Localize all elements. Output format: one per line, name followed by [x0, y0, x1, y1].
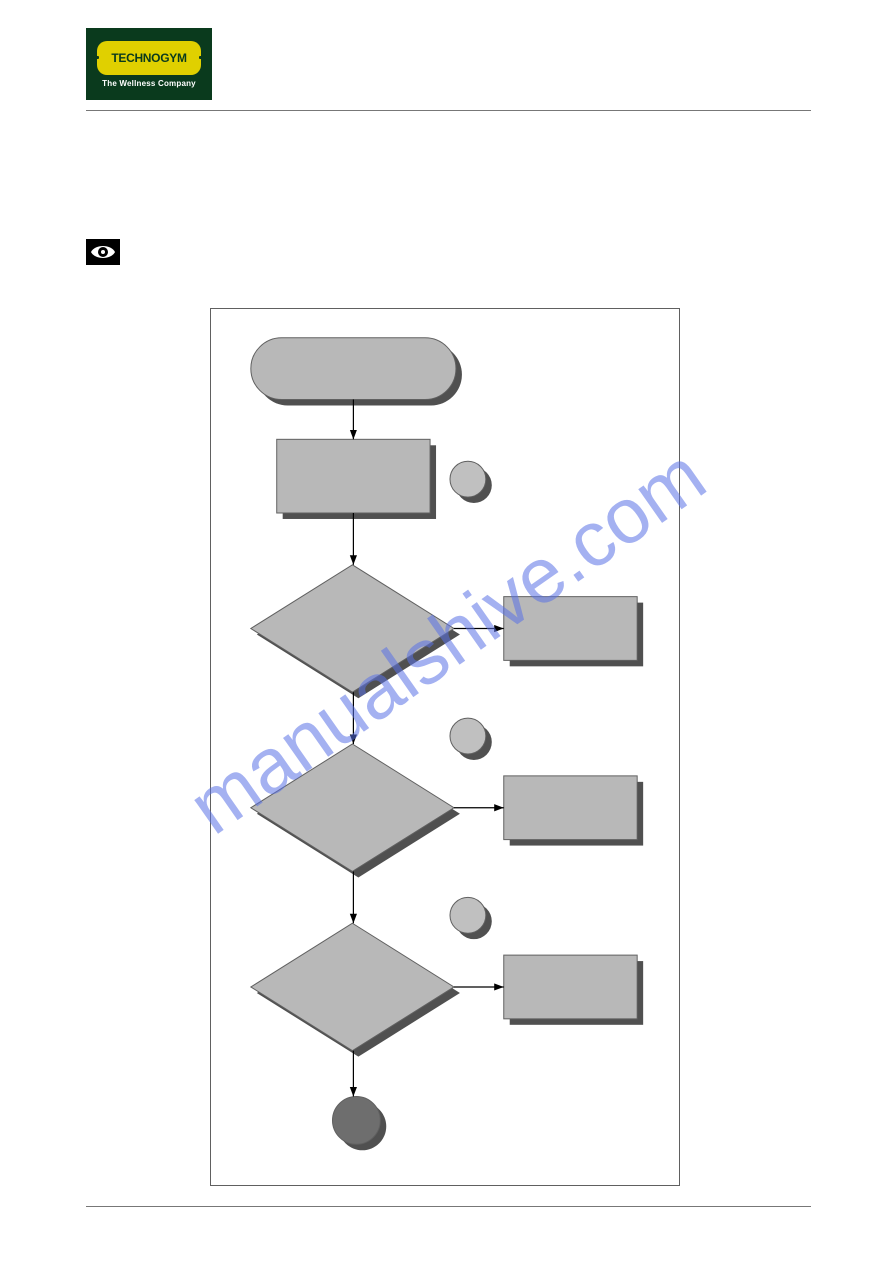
flowchart-svg	[211, 309, 679, 1185]
header-divider	[86, 110, 811, 111]
brand-tagline: The Wellness Company	[102, 79, 196, 88]
brand-logo: TECHNOGYM The Wellness Company	[86, 28, 212, 100]
brand-logo-badge: TECHNOGYM	[97, 41, 201, 75]
flowchart-frame	[210, 308, 680, 1186]
eye-icon	[86, 239, 120, 265]
brand-name: TECHNOGYM	[111, 51, 186, 65]
footer-divider	[86, 1206, 811, 1207]
